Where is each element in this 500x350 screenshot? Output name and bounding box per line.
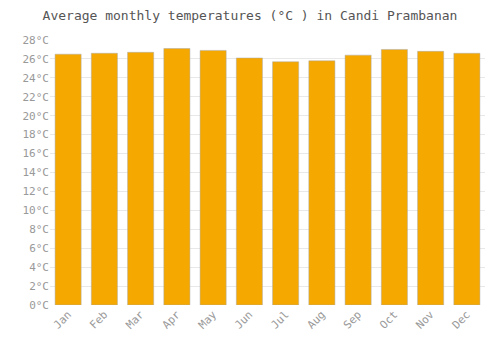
- svg-text:0°C: 0°C: [29, 299, 49, 312]
- svg-text:18°C: 18°C: [23, 128, 50, 141]
- svg-text:12°C: 12°C: [23, 185, 50, 198]
- svg-text:2°C: 2°C: [29, 280, 49, 293]
- svg-text:Jun: Jun: [232, 308, 255, 331]
- svg-text:May: May: [196, 308, 220, 332]
- svg-text:Aug: Aug: [305, 308, 328, 331]
- svg-text:Apr: Apr: [160, 308, 184, 332]
- svg-text:Dec: Dec: [450, 308, 473, 331]
- svg-text:8°C: 8°C: [29, 223, 49, 236]
- svg-text:22°C: 22°C: [23, 91, 50, 104]
- svg-text:Feb: Feb: [87, 308, 110, 331]
- svg-text:10°C: 10°C: [23, 204, 50, 217]
- svg-text:20°C: 20°C: [23, 110, 50, 123]
- svg-text:14°C: 14°C: [23, 166, 50, 179]
- svg-text:6°C: 6°C: [29, 242, 49, 255]
- svg-text:Oct: Oct: [377, 308, 400, 331]
- svg-text:24°C: 24°C: [23, 72, 50, 85]
- svg-text:4°C: 4°C: [29, 261, 49, 274]
- svg-text:28°C: 28°C: [23, 34, 50, 47]
- svg-text:26°C: 26°C: [23, 53, 50, 66]
- svg-text:Sep: Sep: [341, 308, 364, 331]
- svg-text:Nov: Nov: [413, 308, 437, 332]
- svg-text:16°C: 16°C: [23, 147, 50, 160]
- svg-text:Jan: Jan: [51, 308, 74, 331]
- svg-text:Mar: Mar: [123, 308, 147, 332]
- svg-text:Average monthly temperatures (: Average monthly temperatures (°C ) in Ca…: [43, 8, 458, 23]
- svg-text:Jul: Jul: [268, 308, 291, 331]
